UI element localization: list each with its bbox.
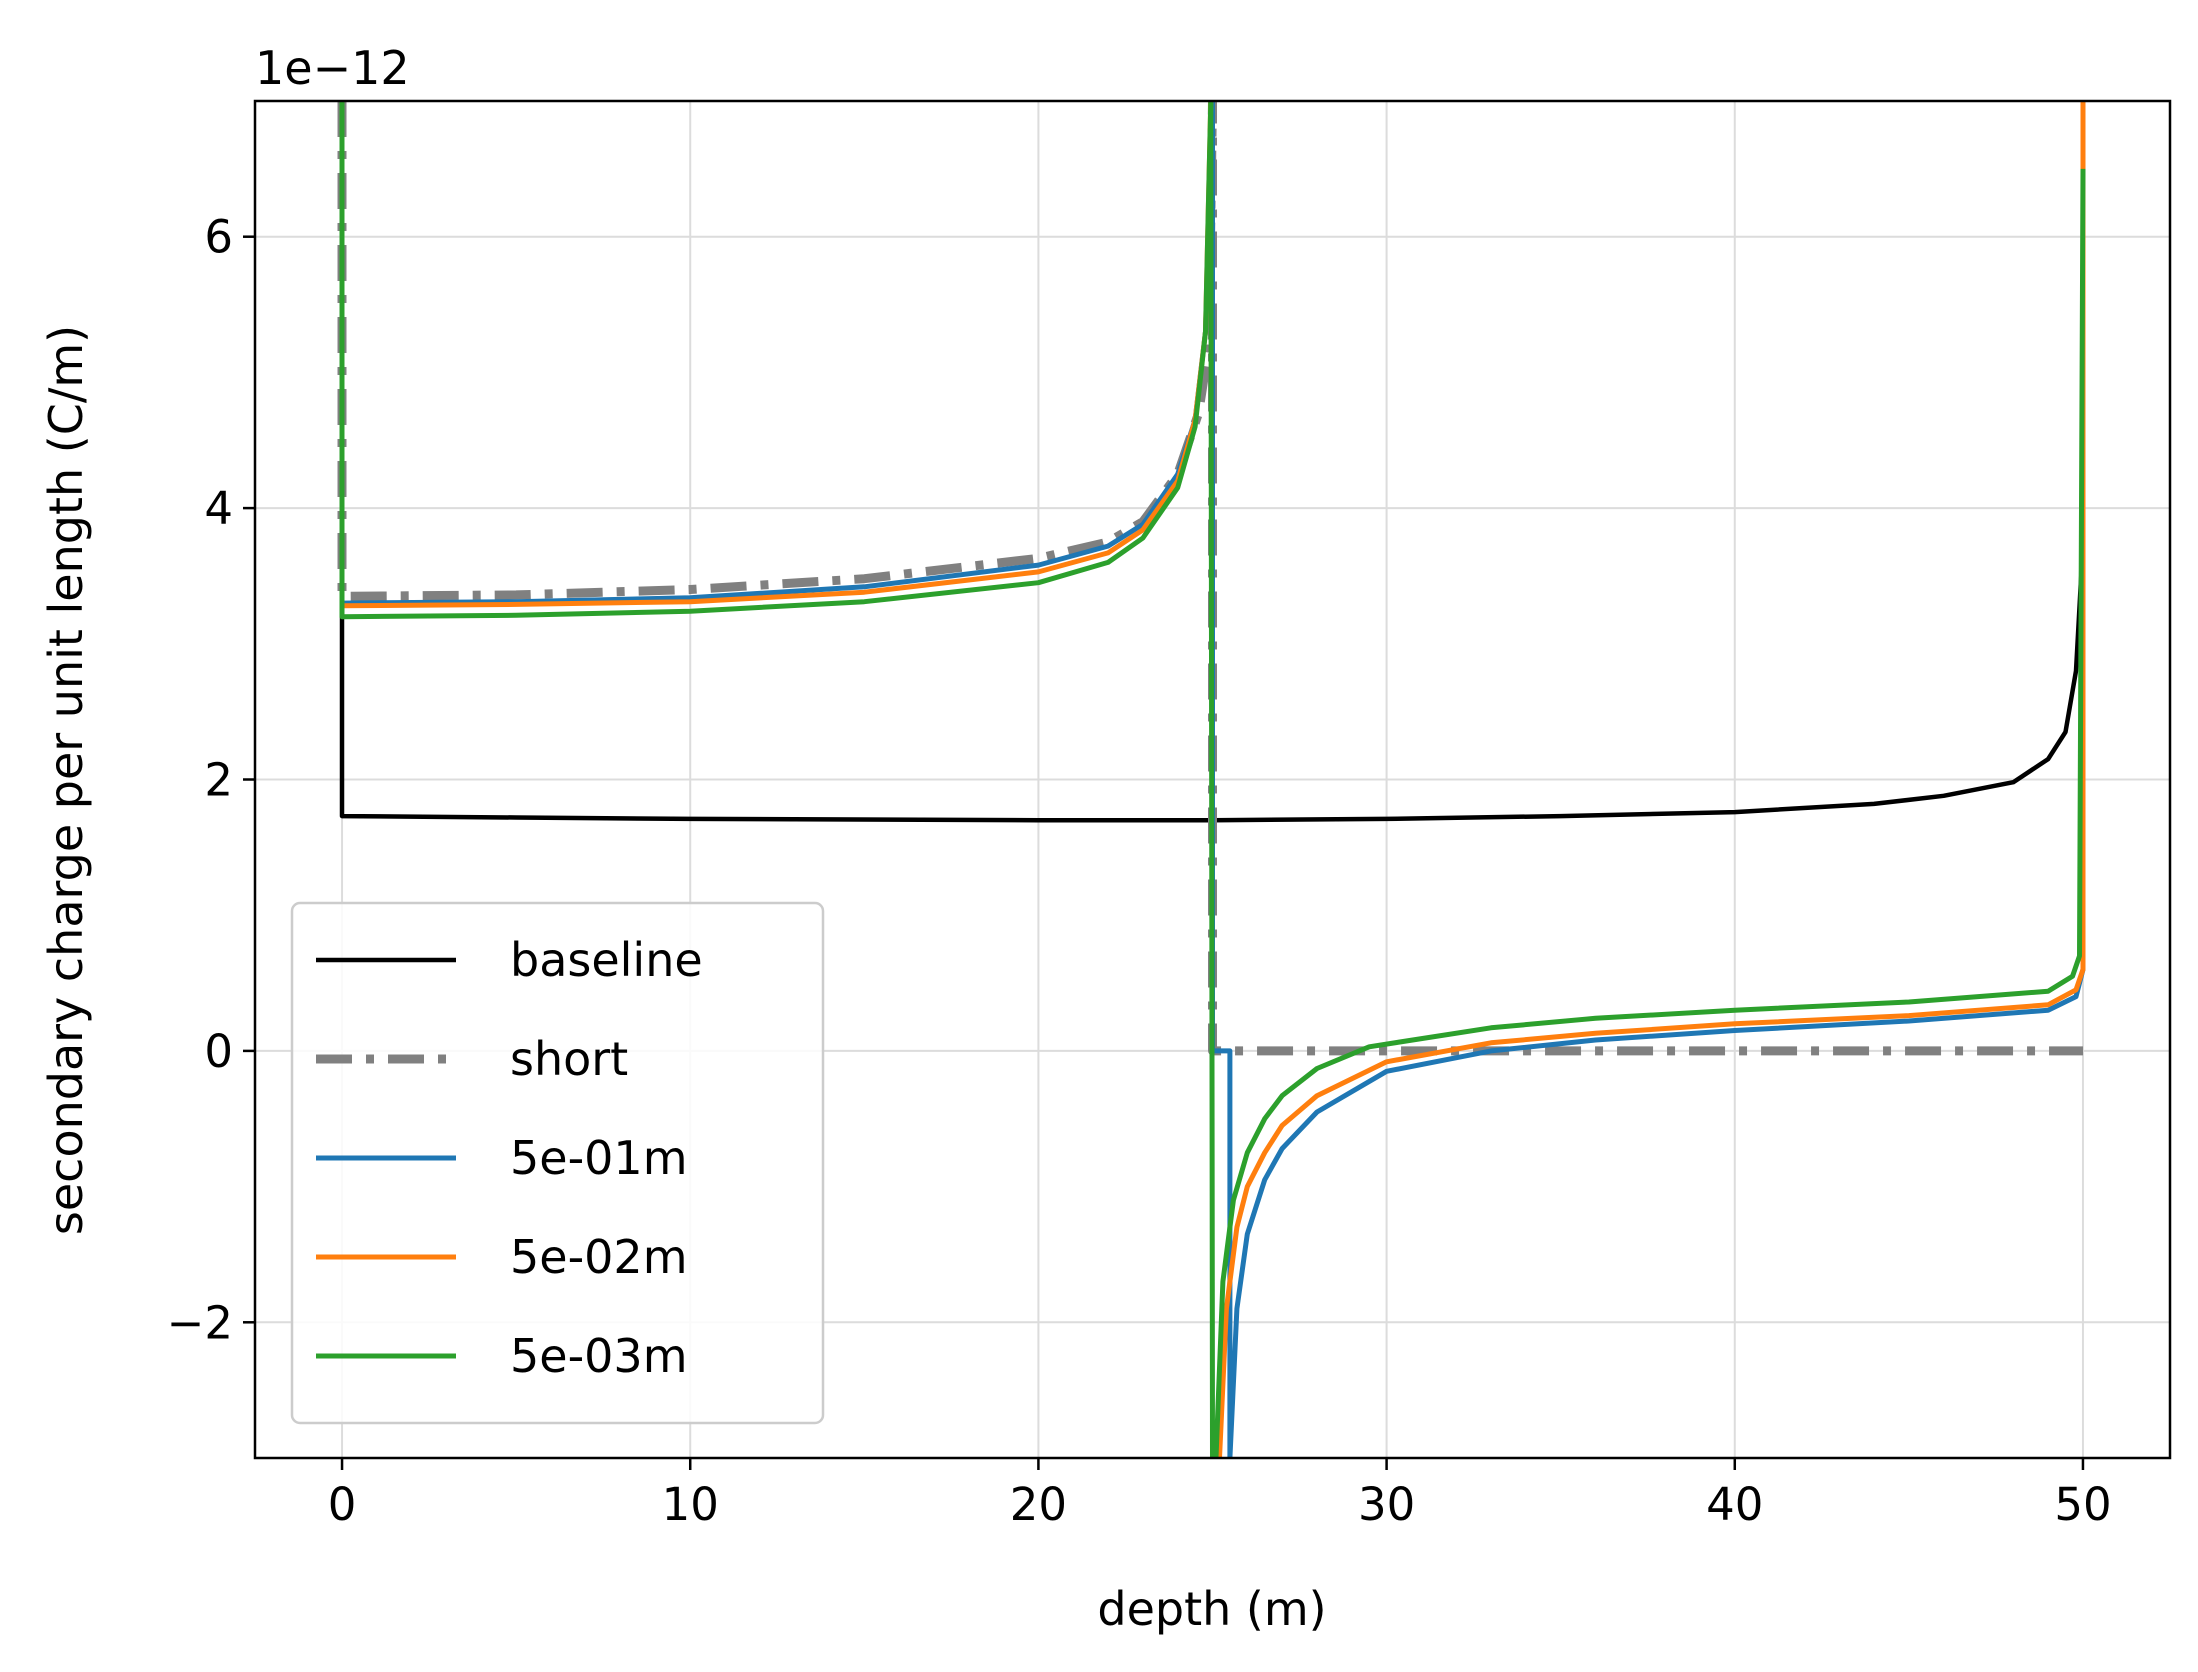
- legend-label: baseline: [510, 933, 703, 987]
- series-line-5e-03m: [339, 101, 2086, 1458]
- x-tick-label: 50: [2054, 1478, 2111, 1531]
- x-tick-label: 30: [1358, 1478, 1415, 1531]
- x-axis-label: depth (m): [1097, 1582, 1326, 1636]
- series-line-5e-02m: [1217, 101, 2086, 1458]
- y-axis-ticks: −2 0 2 4 6: [167, 211, 255, 1349]
- y-tick-label: 4: [204, 482, 233, 535]
- series-lines: [337, 101, 2086, 1458]
- x-tick-label: 0: [328, 1478, 357, 1531]
- y-tick-label: 0: [204, 1025, 233, 1078]
- y-tick-label: 6: [204, 211, 233, 264]
- legend-label: 5e-03m: [510, 1329, 688, 1383]
- y-axis-label: secondary charge per unit length (C/m): [39, 325, 93, 1235]
- y-tick-label: −2: [167, 1296, 233, 1349]
- y-tick-label: 2: [204, 754, 233, 807]
- legend-label: short: [510, 1032, 628, 1086]
- legend-frame: [290, 901, 825, 1425]
- y-offset-label: 1e−12: [255, 41, 410, 95]
- x-tick-label: 10: [662, 1478, 719, 1531]
- series-line-baseline: [339, 101, 2086, 823]
- x-axis-ticks: 0 10 20 30 40 50: [328, 1458, 2112, 1531]
- legend: baseline short 5e-01m 5e-02m 5e-03m: [290, 901, 825, 1425]
- legend-label: 5e-01m: [510, 1131, 688, 1185]
- series-line-5e-01m: [339, 101, 2086, 1458]
- x-tick-label: 20: [1010, 1478, 1067, 1531]
- legend-label: 5e-02m: [510, 1230, 688, 1284]
- x-tick-label: 40: [1706, 1478, 1763, 1531]
- series-line-5e-02m-upper: [339, 101, 1214, 609]
